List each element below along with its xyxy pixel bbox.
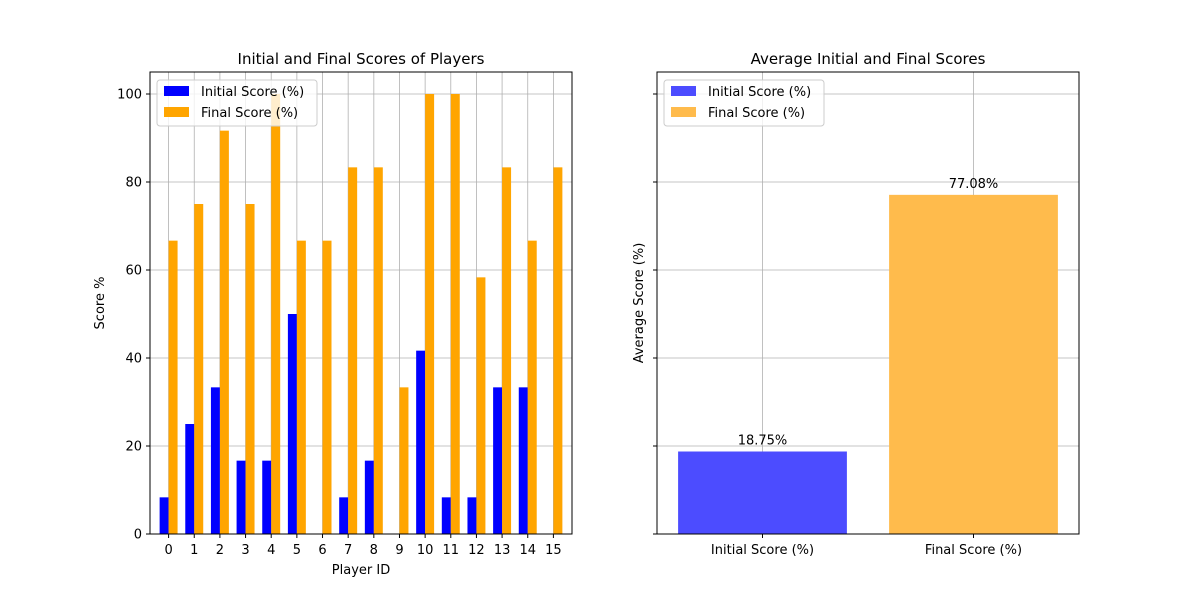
left-y-tick-label: 60 bbox=[125, 264, 142, 279]
left-x-axis-label: Player ID bbox=[332, 563, 390, 578]
legend-label-avg-final: Final Score (%) bbox=[708, 106, 805, 121]
bar-initial-player-10 bbox=[416, 350, 426, 534]
bar-final-player-9 bbox=[399, 387, 409, 534]
left-x-tick-label: 14 bbox=[519, 543, 536, 558]
bar-average-final bbox=[889, 194, 1058, 534]
bar-final-player-12 bbox=[476, 277, 486, 534]
left-x-tick-label: 11 bbox=[443, 543, 460, 558]
left-y-tick-label: 100 bbox=[117, 88, 142, 103]
right-chart: Average Initial and Final Scores 18.75% 7… bbox=[632, 50, 1080, 558]
bar-final-player-10 bbox=[425, 94, 435, 534]
bar-average-initial bbox=[678, 451, 847, 534]
bar-final-player-11 bbox=[450, 94, 460, 534]
left-x-tick-label: 6 bbox=[318, 543, 326, 558]
bar-final-player-15 bbox=[553, 167, 563, 534]
left-y-tick-label: 20 bbox=[125, 440, 142, 455]
left-x-tick-label: 9 bbox=[395, 543, 403, 558]
left-legend: Initial Score (%) Final Score (%) bbox=[156, 79, 318, 127]
left-x-tick-label: 12 bbox=[468, 543, 485, 558]
bar-initial-player-14 bbox=[518, 387, 528, 534]
legend-swatch-initial bbox=[164, 86, 189, 96]
bar-initial-player-3 bbox=[236, 460, 246, 534]
right-x-tick-label: Final Score (%) bbox=[925, 543, 1022, 558]
left-x-tick-label: 3 bbox=[241, 543, 249, 558]
right-y-axis-label: Average Score (%) bbox=[632, 243, 647, 364]
bar-initial-player-8 bbox=[364, 460, 374, 534]
left-x-tick-label: 7 bbox=[344, 543, 352, 558]
left-x-tick-label: 0 bbox=[164, 543, 172, 558]
left-x-tick-label: 13 bbox=[494, 543, 511, 558]
right-chart-title: Average Initial and Final Scores bbox=[751, 50, 986, 68]
legend-label-initial: Initial Score (%) bbox=[201, 85, 304, 100]
value-label-average-final: 77.08% bbox=[949, 177, 999, 192]
bar-final-player-7 bbox=[348, 167, 358, 534]
bar-final-player-14 bbox=[527, 240, 537, 535]
bar-final-player-1 bbox=[194, 204, 204, 534]
bar-initial-player-12 bbox=[467, 497, 477, 534]
bar-initial-player-11 bbox=[441, 497, 451, 534]
bar-initial-player-13 bbox=[493, 387, 503, 534]
left-x-tick-label: 5 bbox=[293, 543, 301, 558]
left-chart: Initial and Final Scores of Players 0204… bbox=[93, 50, 573, 578]
bar-final-player-2 bbox=[219, 130, 229, 535]
bar-initial-player-1 bbox=[185, 424, 195, 534]
right-legend: Initial Score (%) Final Score (%) bbox=[663, 79, 825, 127]
bar-final-player-6 bbox=[322, 240, 332, 535]
right-plot-frame bbox=[656, 71, 1080, 535]
left-x-tick-label: 4 bbox=[267, 543, 275, 558]
value-label-average-initial: 18.75% bbox=[738, 434, 788, 449]
bar-initial-player-7 bbox=[339, 497, 349, 534]
left-x-tick-label: 8 bbox=[370, 543, 378, 558]
bar-final-player-4 bbox=[271, 94, 281, 534]
bar-initial-player-0 bbox=[159, 497, 169, 534]
legend-label-final: Final Score (%) bbox=[201, 106, 298, 121]
right-x-tick-label: Initial Score (%) bbox=[711, 543, 814, 558]
legend-swatch-final bbox=[164, 107, 189, 117]
left-y-axis-label: Score % bbox=[93, 277, 108, 330]
left-y-tick-label: 40 bbox=[125, 352, 142, 367]
left-x-tick-label: 10 bbox=[417, 543, 434, 558]
bar-final-player-0 bbox=[168, 240, 178, 535]
legend-swatch-avg-initial bbox=[671, 86, 696, 96]
left-x-tick-label: 1 bbox=[190, 543, 198, 558]
left-y-tick-label: 80 bbox=[125, 176, 142, 191]
left-x-tick-label: 2 bbox=[216, 543, 224, 558]
bar-final-player-3 bbox=[245, 204, 255, 534]
bar-initial-player-4 bbox=[262, 460, 272, 534]
bar-initial-player-5 bbox=[287, 314, 297, 534]
legend-swatch-avg-final bbox=[671, 107, 696, 117]
bar-final-player-5 bbox=[296, 240, 306, 535]
left-x-tick-label: 15 bbox=[545, 543, 562, 558]
left-chart-title: Initial and Final Scores of Players bbox=[238, 50, 485, 68]
bar-final-player-13 bbox=[502, 167, 512, 534]
bar-initial-player-2 bbox=[210, 387, 220, 534]
left-y-tick-label: 0 bbox=[134, 528, 142, 543]
legend-label-avg-initial: Initial Score (%) bbox=[708, 85, 811, 100]
bar-final-player-8 bbox=[373, 167, 383, 534]
left-plot-frame bbox=[149, 71, 573, 535]
